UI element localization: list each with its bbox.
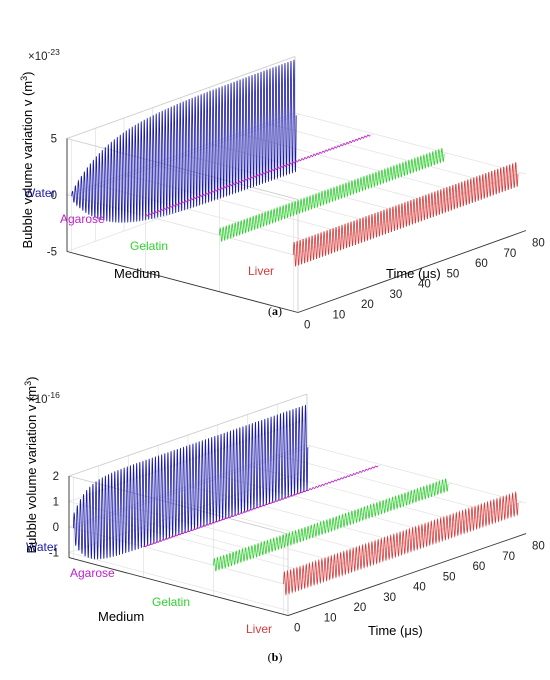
time-axis-title: Time (μs) [368, 623, 423, 638]
medium-axis-line [68, 557, 289, 617]
series-line-gelatin [219, 147, 445, 243]
medium-axis-line [66, 251, 299, 313]
series-line-liver [292, 162, 519, 267]
time-tick-label: 0 [304, 320, 310, 332]
time-tick-label: 20 [361, 299, 374, 311]
z-tick-label: 0 [51, 190, 57, 202]
z-axis-title: Bubble volume variation v (m3) [23, 377, 39, 554]
series-line-water [71, 59, 297, 223]
medium-tick-label-liver: Liver [246, 622, 272, 636]
time-tick-label: 70 [502, 551, 515, 563]
medium-tick-label-gelatin: Gelatin [130, 239, 168, 253]
grid-line-floor-time [247, 465, 467, 524]
time-tick-label: 40 [413, 582, 426, 594]
time-tick-label: 80 [532, 238, 545, 250]
caption-a: (a) [268, 304, 282, 318]
z-axis-title-close: ) [20, 72, 35, 76]
grid-line-floor-time [237, 133, 470, 195]
z-tick-label: 0 [53, 522, 59, 534]
grid-line-floor-time [123, 174, 356, 236]
z-tick-label: 5 [51, 134, 57, 146]
medium-tick-label-agarose: Agarose [70, 566, 115, 580]
grid-line-floor-time [98, 516, 318, 576]
grid-line-floor-time [128, 506, 348, 565]
grid-line-floor-time [277, 454, 497, 514]
z-axis-title: Bubble volume variation v (m3) [19, 72, 35, 249]
series-line-water [72, 404, 309, 560]
time-tick-label: 30 [390, 289, 403, 301]
figure-a: 0 10 20 30 40 50 60 70 80 5 0 -5 Water Agarose Gelatin… [0, 0, 550, 332]
chart-b: 01020304050607080210-1WaterAgaroseGelati… [23, 377, 545, 639]
series-line-liver [283, 490, 519, 597]
time-axis-title: Time (μs) [386, 266, 441, 281]
box-edge [68, 393, 308, 477]
z-tick-label: 2 [53, 471, 59, 483]
time-tick-label: 20 [354, 602, 367, 614]
box-edge [66, 56, 296, 139]
z-tick-label: -5 [47, 247, 57, 259]
medium-tick-label-agarose: Agarose [60, 212, 105, 226]
z-exponent-power: -16 [48, 390, 61, 400]
grid-line-floor-time [294, 112, 527, 175]
time-tick-label: 60 [473, 561, 486, 573]
time-tick-label: 40 [418, 279, 431, 291]
grid-line-floor-time [266, 122, 498, 185]
medium-tick-label-water: Water [24, 186, 56, 200]
grid-line-floor-time [306, 444, 527, 504]
series-line-agarose [145, 134, 371, 217]
time-tick-label: 80 [532, 541, 545, 553]
z-tick-label: 1 [53, 497, 59, 509]
series-line-gelatin [213, 478, 449, 572]
z-exponent-label: ×10-23 [28, 47, 60, 63]
time-tick-label: 70 [504, 248, 517, 260]
z-axis-title-sup: 3 [19, 76, 29, 81]
grid-line-floor-time [187, 485, 408, 545]
time-tick-label: 60 [475, 258, 488, 270]
axis-lines [68, 476, 527, 617]
axis-lines [66, 138, 527, 313]
z-tick-label: -1 [49, 548, 59, 560]
medium-tick-label-gelatin: Gelatin [152, 595, 190, 609]
figure-b: 0 10 20 30 40 50 60 70 80 2 1 0 -1 Water Agarose Gelati… [0, 345, 550, 680]
chart-a: 0102030405060708050-5WaterAgaroseGelatin… [19, 47, 545, 332]
time-tick-label: 0 [294, 623, 300, 635]
grid-line-floor-time [180, 153, 413, 216]
series-line-agarose [143, 465, 379, 548]
time-tick-label: 30 [383, 592, 396, 604]
z-exponent-power: -23 [48, 47, 61, 57]
time-tick-label: 10 [333, 309, 346, 321]
time-axis-line [287, 533, 527, 617]
medium-axis-title: Medium [98, 609, 144, 624]
medium-tick-label-liver: Liver [248, 264, 274, 278]
time-tick-label: 10 [324, 612, 337, 624]
z-axis-title-sup: 3 [23, 381, 33, 386]
time-tick-label: 50 [443, 571, 456, 583]
caption-b: (b) [267, 650, 283, 664]
time-axis-line [297, 230, 527, 313]
time-tick-label: 50 [447, 268, 460, 280]
medium-tick-label-water: Water [26, 540, 58, 554]
medium-axis-title: Medium [114, 266, 160, 281]
z-axis-title-close: ) [24, 377, 39, 381]
